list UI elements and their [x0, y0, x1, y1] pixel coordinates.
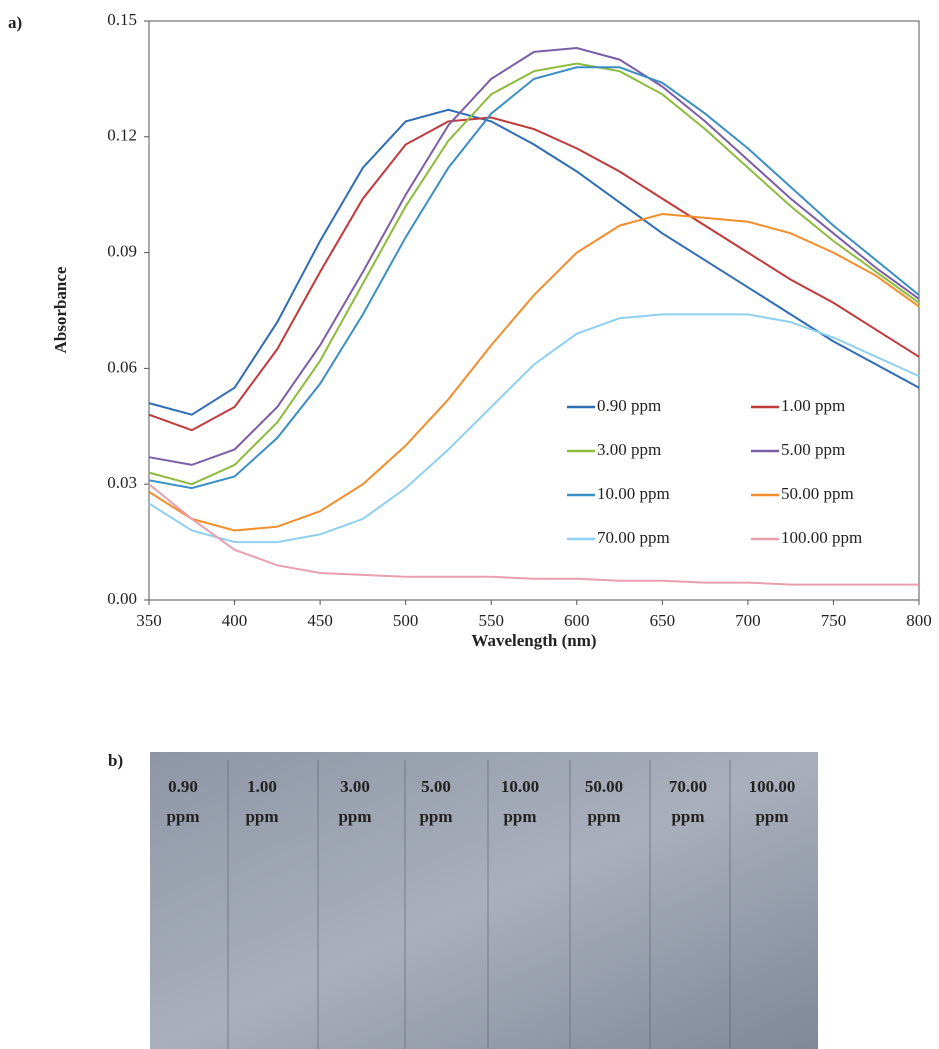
y-axis-label: Absorbance [51, 266, 70, 353]
panel-label: a) [8, 13, 22, 32]
panel-label: b) [108, 751, 123, 770]
x-tick-label: 700 [735, 611, 761, 630]
legend-label: 1.00 ppm [781, 396, 845, 415]
x-tick-label: 550 [478, 611, 504, 630]
series-line [148, 108, 920, 416]
tube-concentration: 100.00 [749, 777, 796, 796]
y-tick-label: 0.03 [107, 473, 137, 492]
series-line [148, 62, 920, 486]
y-tick-label: 0.00 [107, 589, 137, 608]
legend-label: 50.00 ppm [781, 484, 854, 503]
tube-concentration: 70.00 [669, 777, 707, 796]
tube-concentration: 5.00 [421, 777, 451, 796]
legend-label: 3.00 ppm [597, 440, 661, 459]
tube-unit: ppm [419, 807, 452, 826]
series-line [148, 66, 920, 490]
tube-unit: ppm [587, 807, 620, 826]
tube-concentration: 50.00 [585, 777, 623, 796]
x-tick-label: 600 [564, 611, 590, 630]
legend-label: 100.00 ppm [781, 528, 862, 547]
y-tick-label: 0.09 [107, 242, 137, 261]
x-axis-label: Wavelength (nm) [471, 631, 596, 650]
x-tick-label: 750 [821, 611, 847, 630]
x-tick-label: 450 [307, 611, 333, 630]
tube-concentration: 0.90 [168, 777, 198, 796]
series-line [148, 46, 920, 466]
series-line [148, 212, 920, 532]
photo [150, 752, 818, 1049]
tube-unit: ppm [503, 807, 536, 826]
plot-frame [148, 20, 920, 601]
x-tick-label: 400 [222, 611, 248, 630]
tube-concentration: 1.00 [247, 777, 277, 796]
x-tick-label: 350 [136, 611, 162, 630]
series-line [148, 483, 919, 586]
tube-unit: ppm [671, 807, 704, 826]
tube-unit: ppm [338, 807, 371, 826]
series-line [148, 313, 920, 544]
legend-label: 0.90 ppm [597, 396, 661, 415]
photo-texture [227, 760, 731, 1049]
tube-unit: ppm [755, 807, 788, 826]
tube-concentration: 10.00 [501, 777, 539, 796]
tube-unit: ppm [245, 807, 278, 826]
y-tick-label: 0.12 [107, 126, 137, 145]
legend-label: 10.00 ppm [597, 484, 670, 503]
legend-label: 5.00 ppm [781, 440, 845, 459]
y-tick-label: 0.15 [107, 10, 137, 29]
y-tick-label: 0.06 [107, 357, 137, 376]
series-line [148, 116, 920, 432]
tube-unit: ppm [166, 807, 199, 826]
x-tick-label: 650 [650, 611, 676, 630]
x-tick-label: 500 [393, 611, 419, 630]
x-tick-label: 800 [906, 611, 932, 630]
legend-label: 70.00 ppm [597, 528, 670, 547]
tube-concentration: 3.00 [340, 777, 370, 796]
